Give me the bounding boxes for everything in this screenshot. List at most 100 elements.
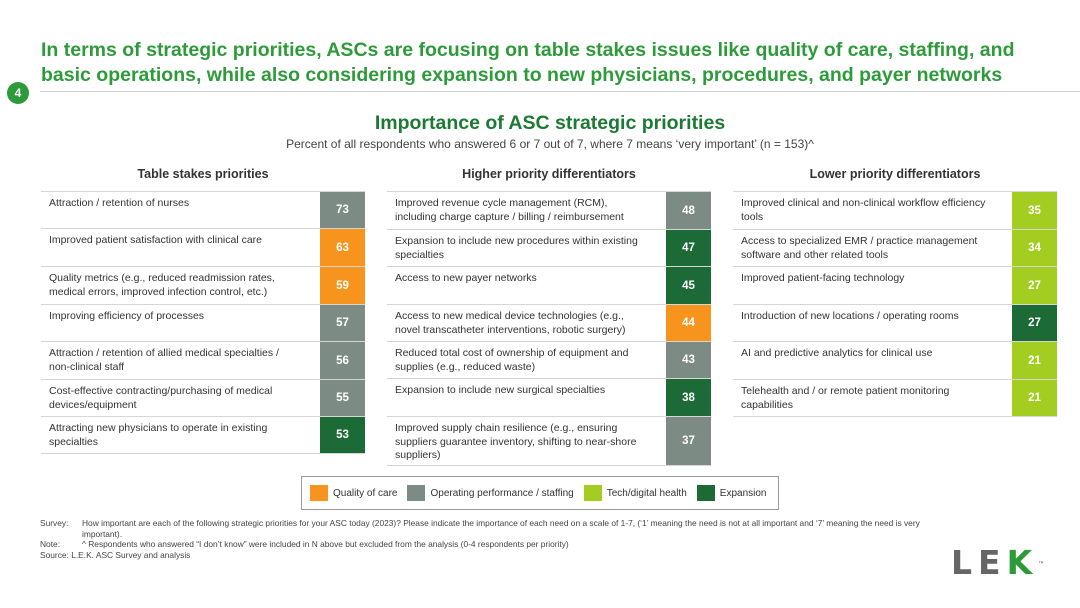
row-list: Improved clinical and non-clinical workf… [733,191,1057,417]
row-value: 37 [666,417,711,465]
row-label: Improved supply chain resilience (e.g., … [395,422,637,461]
row-label: Expansion to include new procedures with… [395,235,638,261]
table-row: Telehealth and / or remote patient monit… [733,379,1057,417]
legend-swatch [583,485,602,501]
table-row: Access to new payer networks 45 [387,266,711,304]
row-label: Cost-effective contracting/purchasing of… [49,385,273,411]
row-value: 27 [1012,267,1057,304]
row-value: 38 [666,379,711,416]
row-label: Telehealth and / or remote patient monit… [741,385,950,411]
row-label: Access to specialized EMR / practice man… [741,235,978,261]
row-label: Expansion to include new surgical specia… [395,384,606,396]
row-value: 27 [1012,305,1057,341]
row-label: Improving efficiency of processes [49,310,205,322]
row-label: Improved patient-facing technology [741,272,905,284]
table-row: Quality metrics (e.g., reduced readmissi… [41,266,365,304]
legend-item: Expansion [696,485,767,501]
row-value: 21 [1012,380,1057,416]
row-value: 44 [666,305,711,341]
legend-label: Expansion [719,487,767,499]
table-row: Access to new medical device technologie… [387,304,711,341]
row-value: 59 [320,267,365,304]
row-label: Improved clinical and non-clinical workf… [741,197,986,223]
table-row: Improved clinical and non-clinical workf… [733,191,1057,229]
table-row: Access to specialized EMR / practice man… [733,229,1057,266]
row-value: 53 [320,417,365,453]
row-label: Attraction / retention of allied medical… [49,347,279,373]
row-value: 35 [1012,192,1057,229]
table-row: Reduced total cost of ownership of equip… [387,341,711,378]
row-label: Quality metrics (e.g., reduced readmissi… [49,272,275,298]
row-label: Access to new medical device technologie… [395,310,626,336]
chart-subtitle: Percent of all respondents who answered … [286,137,814,151]
row-value: 45 [666,267,711,304]
note-text: ^ Respondents who answered “I don’t know… [82,539,569,549]
logo-letter-k: K [1006,543,1039,582]
row-value: 47 [666,230,711,266]
legend: Quality of care Operating performance / s… [301,476,779,510]
table-row: Expansion to include new surgical specia… [387,378,711,416]
row-label: Access to new payer networks [395,272,537,284]
table-row: Attraction / retention of allied medical… [41,341,365,379]
table-row: Attraction / retention of nurses 73 [41,191,365,228]
table-row: Improving efficiency of processes 57 [41,304,365,341]
row-value: 21 [1012,342,1057,379]
table-row: AI and predictive analytics for clinical… [733,341,1057,379]
row-value: 55 [320,380,365,416]
row-label: Improved patient satisfaction with clini… [49,234,263,246]
row-value: 57 [320,305,365,341]
legend-label: Quality of care [333,487,398,499]
survey-note-text: How important are each of the following … [82,518,920,539]
headline: In terms of strategic priorities, ASCs a… [41,39,1015,86]
page-number-badge: 4 [7,82,29,104]
row-label: AI and predictive analytics for clinical… [741,347,933,359]
row-value: 73 [320,192,365,228]
source-note: Source: L.E.K. ASC Survey and analysis [40,549,191,560]
footnotes: Survey: How important are each of the fo… [40,518,930,560]
table-row: Attracting new physicians to operate in … [41,416,365,454]
row-list: Attraction / retention of nurses 73 Improv… [41,191,365,454]
row-label: Improved revenue cycle management (RCM),… [395,197,624,223]
table-row: Expansion to include new procedures with… [387,229,711,266]
legend-swatch [407,485,426,501]
column-header: Lower priority differentiators [809,167,981,181]
row-label: Attracting new physicians to operate in … [49,422,268,448]
legend-item: Tech/digital health [583,485,687,501]
row-value: 34 [1012,230,1057,266]
header-divider [40,91,1080,92]
row-label: Attraction / retention of nurses [49,197,190,209]
note: Note: ^ Respondents who answered “I don’… [40,539,930,550]
note-key: Note: [40,539,61,549]
lek-logo: LEK™ [951,545,1044,581]
column-higher-priority: Higher priority differentiators Improved… [387,165,711,466]
logo-trademark: ™ [1038,561,1045,568]
row-value: 63 [320,229,365,266]
row-list: Improved revenue cycle management (RCM),… [387,191,711,466]
legend-swatch [310,485,328,501]
survey-note-key: Survey: [40,518,69,528]
chart-title: Importance of ASC strategic priorities [374,112,726,134]
legend-label: Tech/digital health [606,487,687,499]
table-row: Improved supply chain resilience (e.g., … [387,416,711,466]
table-row: Cost-effective contracting/purchasing of… [41,379,365,416]
table-row: Improved patient satisfaction with clini… [41,228,365,266]
row-label: Introduction of new locations / operatin… [741,310,959,322]
table-row: Improved revenue cycle management (RCM),… [387,191,711,229]
row-label: Reduced total cost of ownership of equip… [395,347,629,373]
legend-item: Quality of care [310,485,397,501]
legend-item: Operating performance / staffing [407,485,574,501]
column-header: Higher priority differentiators [462,167,636,181]
column-table-stakes: Table stakes priorities Attraction / ret… [41,165,365,454]
row-value: 48 [666,192,711,229]
table-row: Improved patient-facing technology 27 [733,266,1057,304]
column-lower-priority: Lower priority differentiators Improved … [733,165,1057,417]
logo-letter-e: E [978,543,1007,582]
logo-letter-l: L [951,543,979,582]
column-header: Table stakes priorities [137,167,269,181]
legend-label: Operating performance / staffing [430,487,574,499]
legend-swatch [696,485,715,501]
row-value: 43 [666,342,711,378]
table-row: Introduction of new locations / operatin… [733,304,1057,341]
survey-note: Survey: How important are each of the fo… [40,518,930,539]
row-value: 56 [320,342,365,379]
